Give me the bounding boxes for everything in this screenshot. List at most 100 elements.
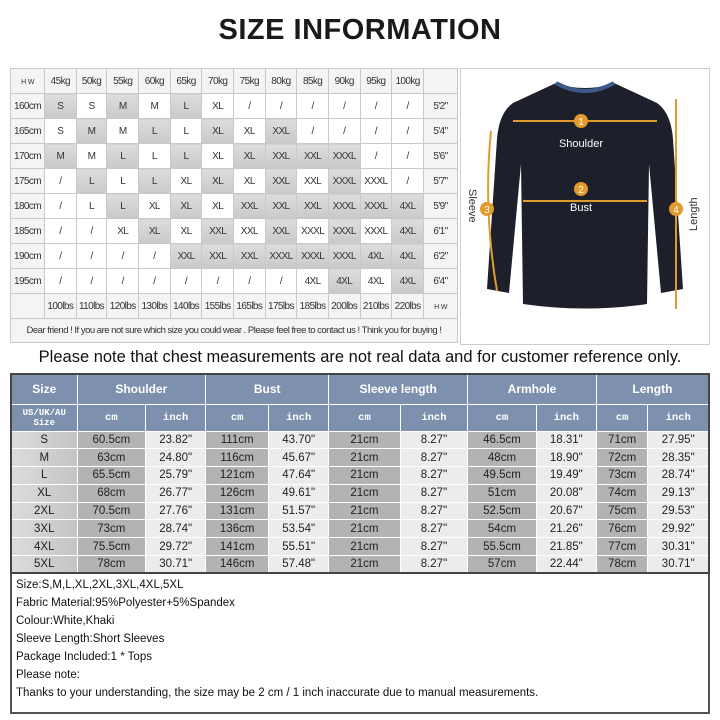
corner-cell: H W — [10, 68, 45, 94]
measurement-value: 20.08" — [536, 484, 597, 503]
measurement-value: 21cm — [328, 537, 401, 557]
size-cell: 4XL — [359, 243, 393, 269]
measurement-table: Size Shoulder Bust Sleeve length Armhole Leng… — [10, 373, 710, 575]
size-cell: L — [169, 93, 203, 119]
size-cell: XXXL — [327, 243, 361, 269]
size-cell: XXL — [296, 193, 329, 219]
measurement-value: 49.5cm — [467, 466, 537, 485]
measurement-value: 29.13" — [647, 484, 710, 503]
size-cell: / — [75, 243, 108, 269]
unit-cm-header: cm — [467, 404, 537, 432]
size-cell: XXL — [201, 243, 234, 269]
height-ft-header: 6'1" — [423, 218, 458, 244]
size-cell: / — [359, 143, 393, 169]
size-cell: / — [391, 168, 424, 194]
size-cell: / — [264, 93, 298, 119]
info-line: Sleeve Length:Short Sleeves — [16, 633, 165, 645]
size-cell: XXL — [264, 218, 298, 244]
size-cell: 4XL — [391, 218, 424, 244]
marker-4-number: 4 — [673, 205, 679, 216]
size-cell: / — [169, 268, 203, 294]
height-row: 175cm / L L L XL XL XL XXL XXL XXXL XXXL/5'7" — [10, 168, 458, 194]
size-cell: XL — [138, 218, 171, 244]
size-cell: L — [169, 143, 203, 169]
corner-h: H — [434, 303, 439, 311]
measurement-value: 47.64" — [268, 466, 330, 485]
measurement-value: 29.72" — [145, 537, 207, 557]
table-row: M 63cm 24.80" 116cm 45.67" 21cm 8.27" 48cm 18.90… — [11, 448, 710, 468]
size-cell: / — [75, 218, 108, 244]
size-cell: / — [327, 93, 361, 119]
measurement-value: 75cm — [596, 502, 649, 521]
marker-2 — [574, 182, 588, 196]
chest-note: Please note that chest measurements are … — [38, 348, 682, 366]
size-cell: / — [327, 118, 361, 144]
unit-inch-header: inch — [268, 404, 330, 432]
size-label: 2XL — [11, 502, 78, 521]
size-cell: / — [296, 93, 329, 119]
weight-lbs-header: 200lbs — [327, 293, 361, 319]
size-cell: / — [106, 243, 140, 269]
measurement-value: 20.67" — [536, 502, 597, 521]
size-cell: XL — [201, 168, 234, 194]
weight-lbs-header: 110lbs — [75, 293, 108, 319]
measurement-value: 126cm — [205, 484, 270, 503]
weight-lbs-header: 220lbs — [391, 293, 424, 319]
size-cell: XXXL — [327, 168, 361, 194]
measurement-value: 21cm — [328, 555, 401, 574]
measurement-value: 8.27" — [400, 502, 469, 521]
size-cell: XL — [232, 143, 266, 169]
shoulder-label: Shoulder — [559, 138, 603, 150]
size-cell: XL — [138, 193, 171, 219]
weight-kg-row: H W 45kg 50kg 55kg 60kg 65kg 70kg 75kg 80kg 85kg 9… — [10, 68, 458, 94]
measurement-value: 21.85" — [536, 537, 597, 557]
height-cm-header: 175cm — [10, 168, 45, 194]
size-cell: / — [391, 118, 424, 144]
size-cell: / — [201, 268, 234, 294]
size-label: M — [11, 448, 78, 468]
garment-measurement-photo: 1 Shoulder 2 Bust 3 Sleeve 4 Length — [460, 68, 710, 345]
size-cell: XXXL — [327, 193, 361, 219]
measurement-value: 21cm — [328, 519, 401, 539]
height-row: 195cm / / / / / / //4XL 4XL 4XL 4XL 6'4" — [10, 268, 458, 294]
size-cell: XXL — [264, 168, 298, 194]
size-cell: 4XL — [296, 268, 329, 294]
size-cell: / — [44, 243, 77, 269]
height-cm-header: 195cm — [10, 268, 45, 294]
measurement-value: 21cm — [328, 448, 401, 468]
measurement-value: 72cm — [596, 448, 649, 468]
column-header: Shoulder — [77, 374, 207, 405]
size-cell: / — [106, 268, 140, 294]
measurement-value: 74cm — [596, 484, 649, 503]
column-header: Armhole — [467, 374, 597, 405]
table-row: XL 68cm 26.77" 126cm 49.61" 21cm 8.27" 51cm 20.0… — [11, 484, 710, 503]
size-cell: / — [44, 193, 77, 219]
measurement-value: 29.92" — [647, 519, 710, 539]
size-cell: L — [106, 193, 140, 219]
measurement-value: 73cm — [77, 519, 147, 539]
measurement-value: 49.61" — [268, 484, 330, 503]
weight-kg-header: 75kg — [232, 68, 266, 94]
column-header: Bust — [205, 374, 330, 405]
height-ft-header: 5'2" — [423, 93, 458, 119]
size-recommendation-grid: H W 45kg 50kg 55kg 60kg 65kg 70kg 75kg 80kg 85kg 9… — [10, 68, 458, 343]
weight-kg-header: 50kg — [75, 68, 108, 94]
measurement-value: 8.27" — [400, 431, 469, 450]
height-cm-header: 170cm — [10, 143, 45, 169]
measurement-value: 21cm — [328, 502, 401, 521]
measurement-value: 121cm — [205, 466, 270, 485]
measurement-value: 30.31" — [647, 537, 710, 557]
measurement-value: 30.71" — [647, 555, 710, 574]
measurement-value: 55.5cm — [467, 537, 537, 557]
weight-kg-header: 100kg — [391, 68, 424, 94]
size-cell: XL — [201, 118, 234, 144]
measurement-value: 116cm — [205, 448, 270, 468]
size-cell: XXXL — [296, 243, 329, 269]
measurement-value: 8.27" — [400, 555, 469, 574]
info-line: Size:S,M,L,XL,2XL,3XL,4XL,5XL — [16, 579, 184, 591]
size-cell: XL — [169, 218, 203, 244]
column-header: Size — [11, 374, 78, 405]
size-cell: L — [75, 193, 108, 219]
size-cell: XL — [201, 193, 234, 219]
region-size-header: US/UK/AU Size — [11, 404, 78, 432]
